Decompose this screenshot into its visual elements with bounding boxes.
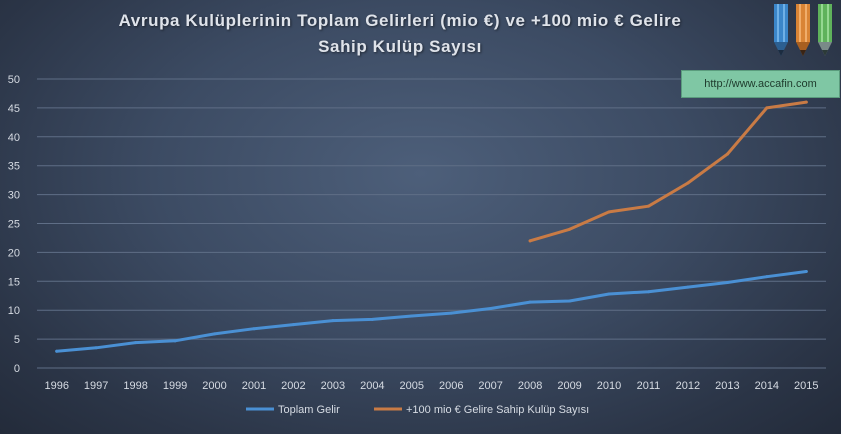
legend-label-2: +100 mio € Gelire Sahip Kulüp Sayısı: [406, 404, 589, 416]
y-tick-label: 30: [8, 190, 20, 202]
data-point: [804, 100, 808, 104]
data-point: [134, 341, 138, 345]
data-point: [213, 332, 217, 336]
data-point: [291, 323, 295, 327]
x-tick-label: 2005: [400, 380, 424, 392]
x-tick-label: 2011: [637, 380, 661, 392]
y-tick-label: 20: [8, 247, 20, 259]
data-point: [804, 269, 808, 273]
y-tick-label: 35: [8, 161, 20, 173]
data-point: [765, 106, 769, 110]
data-point: [725, 152, 729, 156]
data-point: [686, 181, 690, 185]
data-point: [646, 204, 650, 208]
x-tick-label: 2002: [281, 380, 305, 392]
pencils-logo: [774, 4, 832, 56]
x-tick-label: 2010: [597, 380, 621, 392]
y-tick-label: 10: [8, 305, 20, 317]
y-tick-label: 40: [8, 132, 20, 144]
pencil-blue-icon: [774, 4, 788, 56]
x-tick-label: 1997: [84, 380, 108, 392]
x-tick-label: 2015: [794, 380, 818, 392]
data-point: [370, 317, 374, 321]
data-point: [765, 275, 769, 279]
y-tick-label: 15: [8, 276, 20, 288]
x-tick-label: 2012: [676, 380, 700, 392]
data-point: [410, 314, 414, 318]
data-point: [331, 319, 335, 323]
x-tick-label: 2013: [715, 380, 739, 392]
url-label[interactable]: http://www.accafin.com: [681, 70, 840, 98]
data-point: [173, 339, 177, 343]
data-point: [568, 227, 572, 231]
x-tick-label: 2008: [518, 380, 542, 392]
x-tick-label: 1998: [123, 380, 147, 392]
y-tick-label: 5: [14, 334, 20, 346]
data-point: [568, 299, 572, 303]
x-tick-label: 2009: [557, 380, 581, 392]
data-point: [252, 327, 256, 331]
x-tick-label: 1999: [163, 380, 187, 392]
data-point: [55, 349, 59, 353]
data-point: [528, 300, 532, 304]
data-point: [607, 210, 611, 214]
data-point: [607, 292, 611, 296]
data-point: [449, 311, 453, 315]
chart-title-line2: Sahip Kulüp Sayısı: [318, 37, 482, 56]
pencil-green-icon: [818, 4, 832, 56]
legend-label-1: Toplam Gelir: [278, 404, 340, 416]
series-line-1: [55, 270, 808, 353]
x-tick-label: 2014: [755, 380, 779, 392]
data-point: [489, 306, 493, 310]
data-point: [646, 290, 650, 294]
x-tick-label: 2001: [242, 380, 266, 392]
y-tick-label: 25: [8, 219, 20, 231]
x-tick-label: 2004: [360, 380, 384, 392]
y-tick-label: 45: [8, 103, 20, 115]
data-point: [686, 285, 690, 289]
x-tick-label: 2000: [202, 380, 226, 392]
y-tick-label: 0: [14, 363, 20, 375]
data-point: [94, 346, 98, 350]
x-tick-label: 2007: [478, 380, 502, 392]
pencil-orange-icon: [796, 4, 810, 56]
y-tick-label: 50: [8, 74, 20, 86]
x-tick-label: 2006: [439, 380, 463, 392]
data-point: [528, 239, 532, 243]
data-point: [725, 280, 729, 284]
chart-title-line1: Avrupa Kulüplerinin Toplam Gelirleri (mi…: [118, 11, 682, 30]
series-line-2: [528, 100, 808, 243]
x-tick-label: 2003: [321, 380, 345, 392]
chart-title: Avrupa Kulüplerinin Toplam Gelirleri (mi…: [40, 8, 760, 60]
x-tick-label: 1996: [44, 380, 68, 392]
